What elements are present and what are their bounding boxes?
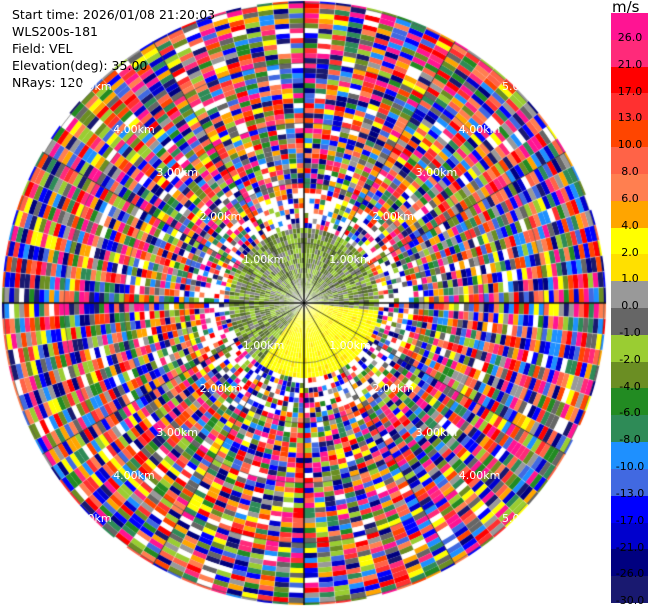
colorbar-tick-label: 2.0: [621, 245, 639, 259]
colorbar-tick-label: 8.0: [621, 165, 639, 179]
colorbar-segment: [611, 522, 648, 550]
colorbar-tick-label: 13.0: [617, 111, 643, 125]
colorbar-tick-label: -2.0: [619, 352, 641, 366]
colorbar-segment: [611, 495, 648, 524]
range-ring-label: 4.00km: [458, 468, 501, 482]
colorbar-tick-label: -13.0: [615, 486, 645, 500]
colorbar-segment: [611, 13, 648, 41]
colorbar-tick-label: 21.0: [617, 57, 643, 71]
colorbar-tick-label: 4.0: [621, 218, 639, 232]
range-ring-label: 1.00km: [329, 339, 371, 353]
colorbar-segment: [611, 281, 648, 309]
colorbar-segment: [611, 442, 648, 470]
colorbar-segment: [611, 549, 648, 577]
colorbar-segment: [611, 200, 648, 229]
range-ring-label: 1.00km: [329, 252, 371, 266]
colorbar-tick-label: -17.0: [615, 513, 645, 527]
colorbar-segment: [611, 120, 648, 148]
start-time-text: Start time: 2026/01/08 21:20:03: [12, 7, 216, 22]
elevation-text: Elevation(deg): 35.00: [12, 58, 148, 73]
colorbar-tick-label: -10.0: [615, 460, 645, 474]
colorbar-tick-label: 10.0: [617, 138, 643, 152]
range-ring-label: 1.00km: [242, 252, 285, 266]
range-ring-label: 2.00km: [372, 382, 414, 396]
range-ring-label: 1.00km: [242, 339, 285, 353]
colorbar-tick-label: -6.0: [619, 406, 641, 420]
range-ring-label: 3.00km: [415, 166, 458, 180]
colorbar-segment: [611, 227, 648, 255]
field-text: Field: VEL: [12, 41, 73, 56]
colorbar-tick-label: -21.0: [615, 540, 645, 554]
range-ring-label: 2.00km: [372, 209, 414, 223]
colorbar-tick-label: -1.0: [619, 326, 641, 339]
colorbar-segment: [611, 39, 648, 68]
colorbar-segment: [611, 388, 648, 416]
colorbar-tick-label: 0.0: [621, 299, 639, 313]
colorbar-segment: [611, 66, 648, 94]
colorbar-segment: [611, 93, 648, 121]
range-ring-label: 5.00km: [70, 80, 112, 93]
range-ring-label: 4.00km: [113, 123, 155, 137]
velocity-colorbar: [611, 13, 648, 604]
colorbar-segment: [611, 334, 648, 363]
range-ring-label: 3.00km: [415, 425, 458, 439]
colorbar-tick-label: -8.0: [619, 433, 641, 447]
colorbar-segment: [611, 173, 648, 202]
nrays-text: NRays: 120: [12, 75, 84, 90]
colorbar-segment: [611, 415, 648, 443]
scan-info-panel: Start time: 2026/01/08 21:20:03 WLS200s-…: [12, 6, 215, 91]
colorbar-segment: [611, 576, 648, 604]
colorbar-segment: [611, 361, 648, 389]
colorbar-tick-label: 26.0: [617, 31, 643, 44]
range-ring-label: 5.00km: [502, 512, 544, 525]
range-ring-label: 5.00km: [70, 512, 112, 525]
radar-ppi-plot: [0, 0, 610, 610]
colorbar-tick-label: -4.0: [619, 379, 641, 393]
range-ring-label: 2.00km: [199, 382, 242, 396]
range-ring-label: 2.00km: [199, 209, 242, 223]
colorbar-segment: [611, 308, 648, 336]
range-ring-label: 3.00km: [156, 425, 198, 439]
range-ring-label: 4.00km: [113, 468, 155, 482]
colorbar-segment: [611, 468, 648, 497]
range-ring-label: 4.00km: [458, 123, 501, 137]
colorbar-segment: [611, 147, 648, 175]
colorbar-unit-label: m/s: [612, 0, 640, 16]
colorbar-tick-label: -26.0: [615, 567, 645, 581]
colorbar-tick-label: -30.0: [615, 594, 645, 608]
colorbar-tick-label: 6.0: [621, 191, 639, 205]
colorbar-segment: [611, 254, 648, 282]
range-ring-label: 3.00km: [156, 166, 198, 180]
instrument-name: WLS200s-181: [12, 24, 98, 39]
colorbar-tick-label: 1.0: [621, 272, 639, 286]
range-ring-label: 5.00km: [502, 80, 544, 93]
colorbar-tick-label: 17.0: [617, 84, 643, 98]
